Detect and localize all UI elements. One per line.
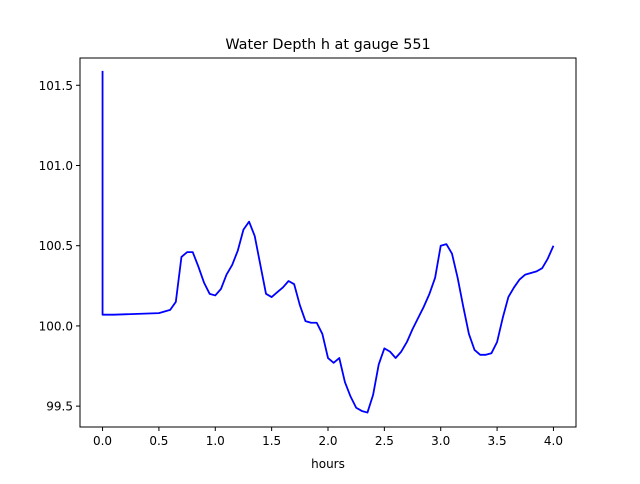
chart-title: Water Depth h at gauge 551	[225, 37, 430, 53]
x-tick-label: 4.0	[544, 434, 563, 448]
y-tick-label: 100.0	[39, 319, 73, 333]
y-tick-label: 100.5	[39, 239, 73, 253]
x-axis-label: hours	[311, 457, 345, 471]
axis-ticks: 0.0 0.5 1.0 1.5 2.0 2.5 3.0 3.5 4.0 99.5 100.0 100.…	[39, 79, 563, 448]
plot-area	[101, 70, 555, 414]
y-tick-label: 99.5	[46, 400, 73, 414]
x-tick-label: 0.5	[149, 434, 168, 448]
axes-frame	[79, 57, 577, 428]
x-tick-label: 3.0	[431, 434, 450, 448]
x-tick-label: 2.5	[375, 434, 394, 448]
series-line-0	[101, 70, 555, 414]
y-tick-label: 101.0	[39, 159, 73, 173]
x-tick-label: 0.0	[93, 434, 112, 448]
x-tick-label: 3.5	[488, 434, 507, 448]
x-tick-label: 1.0	[206, 434, 225, 448]
x-tick-label: 2.0	[318, 434, 337, 448]
y-tick-label: 101.5	[39, 79, 73, 93]
x-tick-label: 1.5	[262, 434, 281, 448]
